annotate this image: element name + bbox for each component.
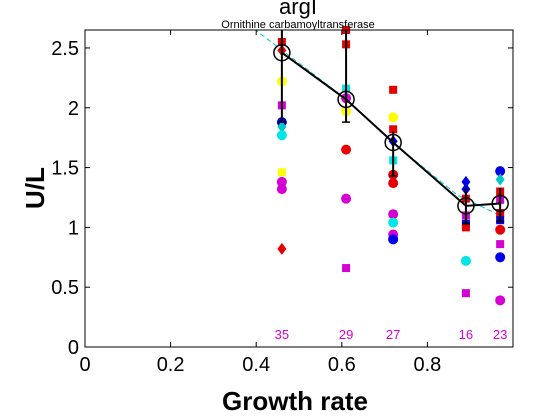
data-point-square bbox=[277, 168, 286, 177]
data-point-circle bbox=[388, 112, 399, 123]
data-point-circle bbox=[495, 224, 506, 235]
mean-marker bbox=[384, 133, 402, 152]
data-point-diamond bbox=[495, 173, 505, 186]
data-points-layer bbox=[276, 26, 506, 306]
y-tick-label: 0.5 bbox=[51, 277, 79, 299]
ticks-layer: 0 0.2 0.4 0.6 0.8 0 0.5 1 1.5 2 2.5 bbox=[51, 30, 513, 376]
data-point-square bbox=[461, 289, 470, 298]
data-point-circle bbox=[495, 166, 506, 177]
chart-title: argI bbox=[279, 0, 317, 19]
y-tick-label: 2 bbox=[68, 98, 79, 120]
data-point-circle bbox=[388, 234, 399, 245]
count-label: 23 bbox=[493, 327, 507, 342]
mean-marker bbox=[491, 194, 509, 213]
data-point-square bbox=[389, 85, 398, 94]
count-label: 16 bbox=[459, 327, 473, 342]
count-label: 29 bbox=[339, 327, 353, 342]
data-point-circle bbox=[341, 193, 352, 204]
data-point-diamond bbox=[461, 175, 471, 188]
y-tick-label: 0 bbox=[68, 337, 79, 359]
chart-subtitle: Ornithine carbamoyltransferase bbox=[221, 19, 374, 31]
x-tick-label: 0.8 bbox=[413, 354, 441, 376]
data-point-square bbox=[342, 264, 351, 273]
mean-line bbox=[281, 51, 501, 207]
x-tick-label: 0.2 bbox=[157, 354, 185, 376]
mean-series-layer bbox=[273, 30, 509, 225]
data-point-circle bbox=[388, 209, 399, 220]
data-point-square bbox=[389, 125, 398, 134]
data-point-square bbox=[496, 240, 505, 249]
data-point-circle bbox=[388, 217, 399, 228]
data-point-circle bbox=[341, 144, 352, 155]
data-point-square bbox=[461, 223, 470, 232]
plot-frame bbox=[84, 29, 514, 348]
mean-marker bbox=[273, 43, 291, 62]
data-point-circle bbox=[495, 252, 506, 263]
y-tick-label: 1 bbox=[68, 217, 79, 239]
data-point-diamond bbox=[277, 120, 287, 133]
x-axis-label: Growth rate bbox=[222, 386, 368, 416]
data-point-circle bbox=[460, 255, 471, 266]
y-tick-label: 2.5 bbox=[51, 38, 79, 60]
data-point-diamond bbox=[277, 242, 287, 255]
y-axis-label: U/L bbox=[20, 167, 50, 209]
data-point-circle bbox=[495, 295, 506, 306]
mean-marker bbox=[337, 90, 355, 109]
count-labels-layer: 35 29 27 16 23 bbox=[275, 327, 508, 342]
mean-marker bbox=[457, 197, 475, 215]
data-point-circle bbox=[276, 184, 287, 195]
data-point-circle bbox=[276, 130, 287, 141]
count-label: 27 bbox=[386, 327, 400, 342]
data-point-circle bbox=[276, 176, 287, 187]
count-label: 35 bbox=[275, 327, 289, 342]
y-tick-label: 1.5 bbox=[51, 158, 79, 180]
data-point-circle bbox=[388, 178, 399, 189]
x-tick-label: 0 bbox=[79, 354, 90, 376]
x-tick-label: 0.6 bbox=[328, 354, 356, 376]
x-tick-label: 0.4 bbox=[242, 354, 270, 376]
